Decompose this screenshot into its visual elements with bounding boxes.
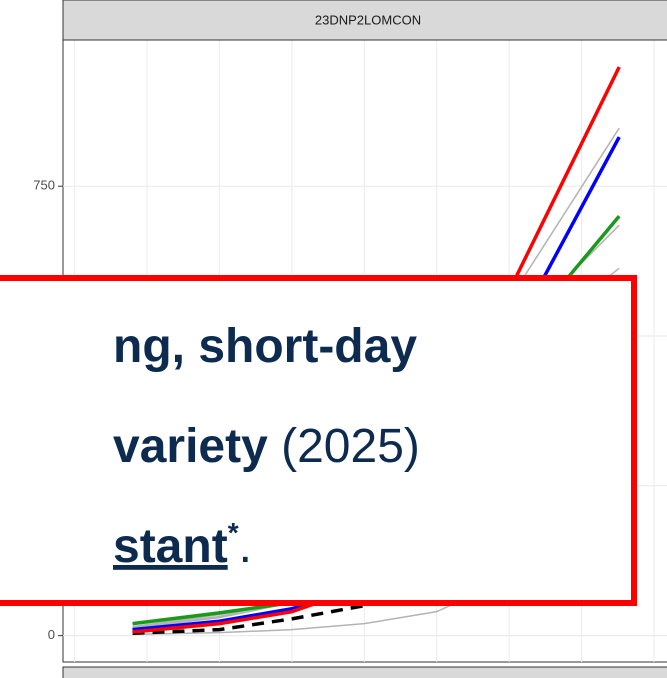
callout-underlined: stant (113, 520, 228, 573)
y-tick-label: 0 (48, 627, 55, 642)
callout-bold: variety (113, 420, 268, 473)
callout-text: (2025) (268, 420, 420, 473)
facet-title: 23DNP2LOMCON (315, 12, 421, 27)
y-tick-label: 750 (33, 178, 55, 193)
callout-line: variety (2025) (113, 420, 420, 473)
callout-line: ng, short-day (113, 320, 417, 373)
callout-line: stant*. (113, 517, 252, 573)
callout-sup: * (228, 517, 239, 548)
callout-box (0, 275, 637, 606)
next-facet-strip (62, 666, 667, 678)
callout-text: . (239, 520, 252, 573)
facet-strip (62, 0, 667, 41)
